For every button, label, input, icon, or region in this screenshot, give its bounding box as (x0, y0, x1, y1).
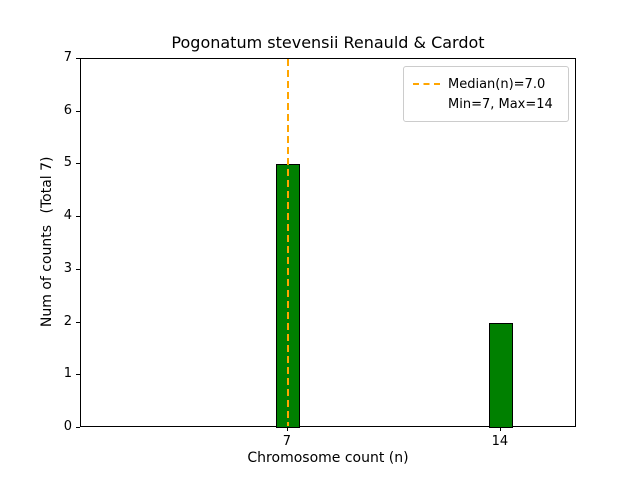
legend-label-median: Median(n)=7.0 (448, 76, 546, 92)
y-tick-label: 3 (63, 260, 72, 276)
x-tick-label: 14 (491, 434, 509, 449)
median-line (286, 59, 289, 426)
y-tick-label: 7 (63, 50, 72, 65)
y-tick-mark (76, 427, 80, 428)
y-tick-mark (76, 268, 80, 270)
legend-row-median: Median(n)=7.0 (413, 74, 559, 94)
x-tick-label: 7 (282, 434, 292, 449)
x-tick-mark (499, 427, 501, 431)
legend-label-minmax: Min=7, Max=14 (448, 96, 553, 112)
x-tick-mark (286, 427, 288, 431)
legend-row-minmax: Min=7, Max=14 (413, 94, 559, 114)
y-tick-mark (76, 216, 80, 218)
y-tick-label: 2 (63, 313, 72, 329)
x-axis-label: Chromosome count (n) (247, 450, 409, 466)
y-axis-label: Num of counts (39, 224, 55, 328)
y-tick-mark (76, 110, 80, 112)
y-tick-mark (76, 163, 80, 165)
y-tick-label: 6 (63, 102, 72, 118)
plot-area (80, 58, 576, 428)
y-tick-label: 0 (63, 419, 72, 434)
median-dashed-line-icon (413, 83, 440, 85)
y-tick-mark (76, 374, 80, 376)
y-tick-label: 5 (63, 155, 72, 171)
y-tick-mark (76, 321, 80, 323)
chart-title: Pogonatum stevensii Renauld & Cardot (171, 33, 485, 52)
y-tick-label: 1 (63, 366, 72, 382)
y-tick-label: 4 (63, 208, 72, 224)
y-tick-mark (76, 58, 80, 59)
bar-14 (488, 322, 514, 428)
legend: Median(n)=7.0 Min=7, Max=14 (403, 66, 569, 122)
legend-blank-sample (413, 103, 440, 105)
y-axis-label-secondary: (Total 7) (39, 156, 55, 214)
